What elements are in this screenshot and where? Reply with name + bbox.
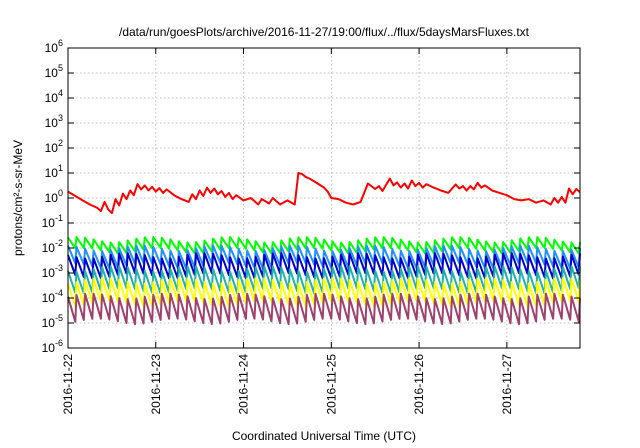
series-line xyxy=(67,252,581,280)
y-tick-label: 10-1 xyxy=(42,213,63,230)
x-tick-label: 2016-11-22 xyxy=(61,354,75,415)
y-tick-label: 10-6 xyxy=(42,338,63,355)
y-tick-label: 102 xyxy=(45,138,63,155)
series-line xyxy=(67,244,581,270)
x-axis-label: Coordinated Universal Time (UTC) xyxy=(232,429,416,443)
y-tick-label: 10-4 xyxy=(42,288,63,305)
series-line xyxy=(67,236,581,255)
x-tick-label: 2016-11-25 xyxy=(324,354,338,415)
y-tick-label: 10-3 xyxy=(42,263,63,280)
x-tick-label: 2016-11-24 xyxy=(237,354,251,415)
x-tick-label: 2016-11-27 xyxy=(500,354,514,415)
y-tick-label: 101 xyxy=(45,163,63,180)
axis-layer: 10-6 10-5 10-4 10-3 10-2 10-1 100 101 102 103 104 1… xyxy=(42,38,581,415)
y-tick-label: 100 xyxy=(45,188,63,205)
series-line xyxy=(67,292,581,326)
y-tick-label: 103 xyxy=(45,113,63,130)
chart-title: /data/run/goesPlots/archive/2016-11-27/1… xyxy=(119,25,530,39)
y-tick-label: 10-5 xyxy=(42,313,63,330)
y-tick-label: 104 xyxy=(45,88,63,105)
series-line xyxy=(67,172,581,215)
x-tick-label: 2016-11-26 xyxy=(412,354,426,415)
y-tick-label: 10-2 xyxy=(42,238,63,255)
series-layer xyxy=(67,172,581,326)
x-tick-label: 2016-11-23 xyxy=(149,354,163,415)
plot-frame xyxy=(67,47,581,349)
y-axis-label: protons/cm²-s-sr-MeV xyxy=(11,140,25,256)
y-tick-label: 106 xyxy=(45,38,63,55)
y-tick-label: 105 xyxy=(45,63,63,80)
series-line xyxy=(67,277,581,308)
series-line xyxy=(67,265,581,295)
